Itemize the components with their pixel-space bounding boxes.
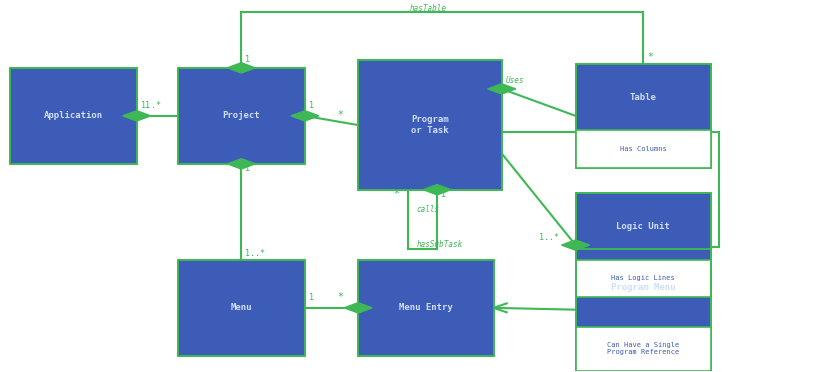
Bar bbox=[575, 327, 711, 371]
Text: Has Columns: Has Columns bbox=[620, 146, 667, 152]
Bar bbox=[575, 193, 711, 297]
Text: Program
or Task: Program or Task bbox=[412, 115, 449, 135]
Polygon shape bbox=[291, 111, 319, 121]
Bar bbox=[358, 61, 502, 190]
Text: Table: Table bbox=[630, 93, 657, 102]
Polygon shape bbox=[123, 111, 151, 121]
Text: 1: 1 bbox=[245, 55, 250, 64]
Text: 1: 1 bbox=[145, 102, 150, 110]
Polygon shape bbox=[561, 240, 589, 250]
Text: Logic Unit: Logic Unit bbox=[616, 222, 670, 231]
Text: 1: 1 bbox=[309, 102, 314, 110]
Text: 1: 1 bbox=[309, 294, 314, 302]
Text: *: * bbox=[337, 292, 343, 302]
Text: 1..*: 1..* bbox=[141, 102, 160, 110]
Text: Program Menu: Program Menu bbox=[611, 283, 676, 292]
Polygon shape bbox=[227, 159, 255, 169]
Text: *: * bbox=[337, 110, 343, 120]
Bar bbox=[178, 68, 305, 164]
Text: 1..*: 1..* bbox=[538, 232, 559, 241]
Text: calls: calls bbox=[670, 132, 693, 141]
Text: calls: calls bbox=[416, 205, 439, 214]
Text: Has Logic Lines: Has Logic Lines bbox=[611, 275, 675, 281]
Text: Uses: Uses bbox=[506, 76, 524, 85]
Bar bbox=[10, 68, 137, 164]
Text: Application: Application bbox=[44, 111, 103, 121]
Bar bbox=[178, 260, 305, 356]
Bar bbox=[575, 64, 711, 167]
Text: hasSubTask: hasSubTask bbox=[416, 240, 463, 249]
Bar bbox=[358, 260, 494, 356]
Bar bbox=[575, 260, 711, 297]
Bar bbox=[10, 68, 137, 164]
Bar bbox=[358, 61, 502, 190]
Text: 1: 1 bbox=[245, 164, 250, 173]
Bar bbox=[575, 130, 711, 167]
Text: hasTable: hasTable bbox=[410, 4, 446, 13]
Bar bbox=[575, 249, 711, 371]
Polygon shape bbox=[344, 303, 372, 313]
Bar bbox=[575, 249, 711, 371]
Bar bbox=[575, 193, 711, 297]
Text: Can Have a Single
Program Reference: Can Have a Single Program Reference bbox=[607, 342, 679, 355]
Bar bbox=[358, 260, 494, 356]
Text: *: * bbox=[648, 52, 653, 62]
Text: Project: Project bbox=[222, 111, 260, 121]
Text: 1..*: 1..* bbox=[245, 249, 265, 258]
Text: Menu: Menu bbox=[230, 303, 252, 312]
Polygon shape bbox=[423, 185, 451, 195]
Polygon shape bbox=[488, 84, 516, 94]
Text: *: * bbox=[393, 189, 399, 199]
Text: 1: 1 bbox=[441, 190, 446, 199]
Bar bbox=[178, 68, 305, 164]
Polygon shape bbox=[227, 62, 255, 73]
Bar bbox=[178, 260, 305, 356]
Bar bbox=[575, 64, 711, 167]
Text: Menu Entry: Menu Entry bbox=[399, 303, 453, 312]
